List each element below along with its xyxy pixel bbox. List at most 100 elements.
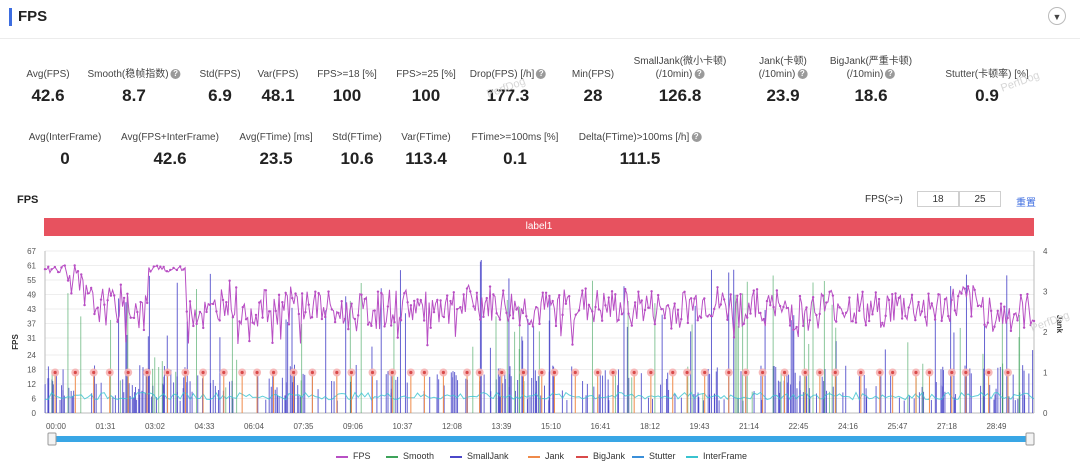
fps-point bbox=[745, 316, 749, 319]
fps-point bbox=[409, 304, 413, 307]
fps-point bbox=[432, 310, 436, 314]
fps-point bbox=[528, 322, 531, 326]
legend-item-fps[interactable]: FPS bbox=[336, 451, 371, 461]
fps-point bbox=[541, 291, 544, 294]
fps-point bbox=[228, 279, 231, 282]
x-tick-label: 28:49 bbox=[986, 422, 1007, 431]
fps-point bbox=[706, 315, 709, 318]
fps-point bbox=[419, 298, 423, 302]
metric-value: 23.9 bbox=[766, 86, 800, 105]
help-icon[interactable]: ? bbox=[691, 132, 702, 143]
legend-item-smooth[interactable]: Smooth bbox=[386, 451, 434, 461]
reset-button[interactable]: 重置 bbox=[1016, 198, 1036, 209]
help-icon[interactable]: ? bbox=[797, 69, 808, 80]
fps-point bbox=[782, 305, 785, 309]
x-tick-label: 25:47 bbox=[887, 422, 908, 431]
fps-point bbox=[759, 311, 762, 315]
fps-point bbox=[983, 323, 986, 327]
fps-point bbox=[976, 304, 980, 308]
metric-card: Smooth(稳帧指数)? 8.7 bbox=[87, 68, 181, 106]
bigjank-marker-dot bbox=[859, 370, 863, 375]
metric-label: SmallJank(微小卡顿) (/10min)? bbox=[633, 56, 727, 80]
range-handle-right[interactable] bbox=[1025, 432, 1035, 446]
fps-point bbox=[304, 310, 307, 314]
fps-point bbox=[56, 270, 60, 274]
fps-point bbox=[564, 302, 568, 305]
fps-point bbox=[1013, 313, 1016, 316]
fps-threshold-input-1[interactable] bbox=[917, 191, 959, 207]
fps-point bbox=[505, 311, 508, 315]
fps-point bbox=[251, 321, 254, 324]
fps-point bbox=[277, 293, 281, 297]
metric-card: FTime>=100ms [%] 0.1 bbox=[472, 131, 559, 169]
help-icon[interactable]: ? bbox=[170, 69, 181, 80]
fps-point bbox=[218, 319, 221, 322]
fps-point bbox=[854, 321, 858, 324]
fps-point bbox=[139, 300, 142, 304]
legend-item-interframe[interactable]: InterFrame bbox=[686, 451, 747, 461]
y-left-tick-label: 61 bbox=[27, 262, 36, 271]
fps-point bbox=[185, 310, 188, 313]
fps-point bbox=[884, 314, 887, 318]
fps-point bbox=[858, 309, 861, 312]
fps-point bbox=[821, 294, 825, 297]
fps-point bbox=[1019, 293, 1023, 297]
fps-point bbox=[294, 292, 297, 295]
fps-point bbox=[162, 265, 165, 269]
legend-item-bigjank[interactable]: BigJank bbox=[576, 451, 625, 461]
fps-point bbox=[449, 299, 452, 303]
fps-point bbox=[337, 311, 340, 315]
legend-item-smalljank[interactable]: SmallJank bbox=[450, 451, 509, 461]
help-icon[interactable]: ? bbox=[885, 69, 896, 80]
fps-point bbox=[521, 311, 525, 315]
fps-point bbox=[811, 296, 815, 299]
fps-threshold-input-2[interactable] bbox=[959, 191, 1001, 207]
metric-card: Stutter(卡顿率) [%] 0.9 bbox=[945, 68, 1028, 106]
range-handle-left[interactable] bbox=[47, 432, 57, 446]
fps-point bbox=[676, 308, 680, 312]
x-tick-label: 03:02 bbox=[145, 422, 166, 431]
fps-point bbox=[940, 319, 943, 323]
bigjank-marker-dot bbox=[201, 370, 205, 375]
fps-point bbox=[429, 326, 432, 329]
fps-point bbox=[353, 317, 357, 321]
fps-point bbox=[558, 293, 561, 297]
legend-item-jank[interactable]: Jank bbox=[528, 451, 564, 461]
time-range-slider[interactable] bbox=[53, 436, 1030, 442]
chevron-down-icon: ▼ bbox=[1052, 12, 1062, 22]
help-icon[interactable]: ? bbox=[694, 69, 705, 80]
bigjank-marker-dot bbox=[1006, 370, 1010, 375]
fps-point bbox=[920, 310, 924, 313]
fps-point bbox=[633, 301, 637, 304]
fps-point bbox=[350, 302, 353, 305]
fps-point bbox=[455, 307, 459, 311]
metric-value: 42.6 bbox=[153, 149, 187, 168]
fps-point bbox=[663, 316, 666, 320]
bigjank-marker-dot bbox=[671, 370, 675, 375]
fps-point bbox=[356, 314, 360, 317]
legend-swatch bbox=[528, 455, 540, 458]
fps-point bbox=[970, 315, 973, 318]
metric-card: FPS>=18 [%] 100 bbox=[317, 68, 376, 106]
x-tick-label: 22:45 bbox=[788, 422, 809, 431]
collapse-button[interactable]: ▼ bbox=[1048, 7, 1066, 25]
fps-point bbox=[132, 316, 136, 320]
fps-point bbox=[877, 297, 881, 301]
fps-point bbox=[386, 305, 390, 308]
fps-point bbox=[996, 309, 999, 313]
fps-point bbox=[897, 296, 901, 300]
bigjank-marker-dot bbox=[611, 370, 615, 375]
fps-point bbox=[511, 317, 515, 320]
fps-point bbox=[900, 317, 904, 320]
fps-point bbox=[208, 303, 212, 307]
legend-item-stutter[interactable]: Stutter bbox=[632, 451, 676, 461]
fps-point bbox=[178, 265, 182, 268]
label-bar[interactable]: label1 bbox=[44, 218, 1034, 236]
x-tick-label: 15:10 bbox=[541, 422, 562, 431]
fps-point bbox=[989, 309, 993, 313]
metric-label: FTime>=100ms [%] bbox=[471, 132, 559, 143]
fps-point bbox=[482, 315, 485, 319]
fps-point bbox=[966, 285, 970, 288]
help-icon[interactable]: ? bbox=[536, 69, 547, 80]
fps-point bbox=[887, 298, 891, 302]
